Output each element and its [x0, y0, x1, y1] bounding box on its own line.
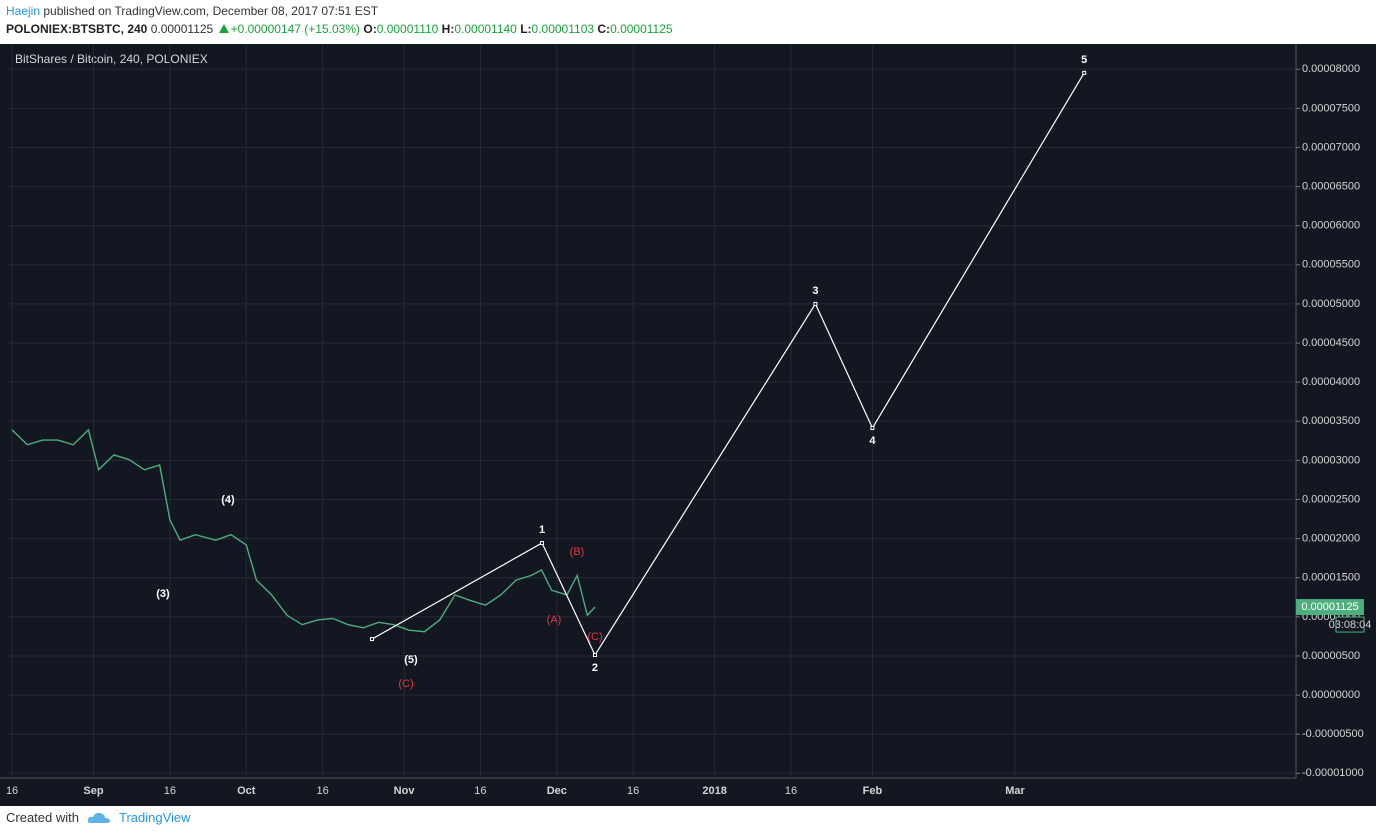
chart-title: BitShares / Bitcoin, 240, POLONIEX	[15, 52, 208, 66]
created-with: Created with	[6, 810, 79, 825]
y-tick-label: 0.00004000	[1302, 376, 1360, 388]
footer: Created with TradingView	[6, 810, 191, 825]
brand[interactable]: TradingView	[118, 810, 191, 825]
y-tick-label: -0.00000500	[1302, 728, 1364, 740]
wave-label: 3	[812, 285, 818, 297]
series-line	[11, 428, 596, 633]
series-line	[371, 72, 1085, 657]
y-tick-label: 0.00002000	[1302, 533, 1360, 545]
countdown: 03:08:04	[1329, 619, 1372, 631]
y-tick-label: 0.00007500	[1302, 102, 1360, 114]
y-tick-label: 0.00008000	[1302, 63, 1360, 75]
h-label: H:	[441, 22, 455, 36]
y-tick-label: 0.00002500	[1302, 493, 1360, 505]
l-label: L:	[520, 22, 532, 36]
header-line-2: POLONIEX:BTSBTC, 240 0.00001125 +0.00000…	[6, 22, 673, 36]
price-tag	[1296, 599, 1364, 616]
x-tick-label: 16	[164, 785, 176, 797]
y-tick-label: 0.00003500	[1302, 415, 1360, 427]
wave-point	[540, 541, 545, 546]
x-tick-label: Dec	[547, 785, 567, 797]
high: 0.00001140	[454, 22, 517, 36]
price-tag-label: 0.00001125	[1301, 601, 1358, 613]
y-tick-label: 0.00007000	[1302, 141, 1360, 153]
y-tick-label: 0.00005000	[1302, 298, 1360, 310]
x-tick-label: 16	[627, 785, 639, 797]
c-label: C:	[597, 22, 611, 36]
x-tick-label: Feb	[863, 785, 883, 797]
close-value: 0.00001125	[610, 22, 673, 36]
wave-point	[813, 301, 818, 306]
y-tick-label: 0.00006000	[1302, 220, 1360, 232]
published: published on TradingView.com, December 0…	[43, 4, 379, 18]
y-tick-label: 0.00004500	[1302, 337, 1360, 349]
o-label: O:	[363, 22, 377, 36]
wave-point	[370, 637, 374, 642]
change: +0.00000147 (+15.03%)	[230, 22, 361, 36]
x-tick-label: Mar	[1005, 785, 1025, 797]
annotation: (C)	[587, 631, 602, 643]
x-tick-label: 16	[785, 785, 797, 797]
annotation: (3)	[156, 588, 170, 600]
wave-label: 5	[1081, 54, 1087, 66]
wave-point	[870, 426, 875, 431]
wave-label: 2	[592, 662, 598, 674]
symbol: POLONIEX:BTSBTC, 240	[6, 22, 148, 36]
author[interactable]: Haejin	[6, 4, 41, 18]
chart-background	[0, 44, 1376, 806]
close: 0.00001125	[150, 22, 214, 36]
chart: BitShares / Bitcoin, 240, POLONIEX 0.000…	[0, 44, 1376, 806]
wave-label: 1	[539, 524, 545, 536]
header-line-1: Haejin published on TradingView.com, Dec…	[6, 4, 378, 18]
y-tick-label: 0.00006500	[1302, 180, 1360, 192]
x-tick-label: 16	[316, 785, 328, 797]
x-tick-label: 16	[474, 785, 486, 797]
up-arrow	[218, 24, 229, 33]
y-tick-label: 0.00005500	[1302, 259, 1360, 271]
annotation: (B)	[570, 546, 585, 558]
logo	[87, 812, 110, 823]
x-tick-label: Nov	[394, 785, 416, 797]
x-tick-label: 16	[6, 785, 18, 797]
wave-point	[592, 653, 597, 658]
y-tick-label: 0.00000000	[1302, 689, 1360, 701]
open: 0.00001110	[376, 22, 439, 36]
y-tick-label: 0.00001500	[1302, 572, 1360, 584]
x-tick-label: Sep	[83, 785, 103, 797]
annotation: (A)	[547, 614, 562, 626]
x-tick-label: Oct	[237, 785, 256, 797]
countdown-rect	[1335, 616, 1365, 633]
annotation: (C)	[398, 678, 413, 690]
y-tick-label: -0.00001000	[1302, 767, 1364, 779]
y-tick-label: 0.00003000	[1302, 454, 1360, 466]
annotation: (5)	[404, 654, 418, 666]
x-tick-label: 2018	[702, 785, 726, 797]
y-tick-label: 0.00000500	[1302, 650, 1360, 662]
wave-label: 4	[869, 435, 876, 447]
annotation: (4)	[221, 494, 235, 506]
wave-point	[1082, 70, 1087, 75]
low: 0.00001103	[531, 22, 595, 36]
